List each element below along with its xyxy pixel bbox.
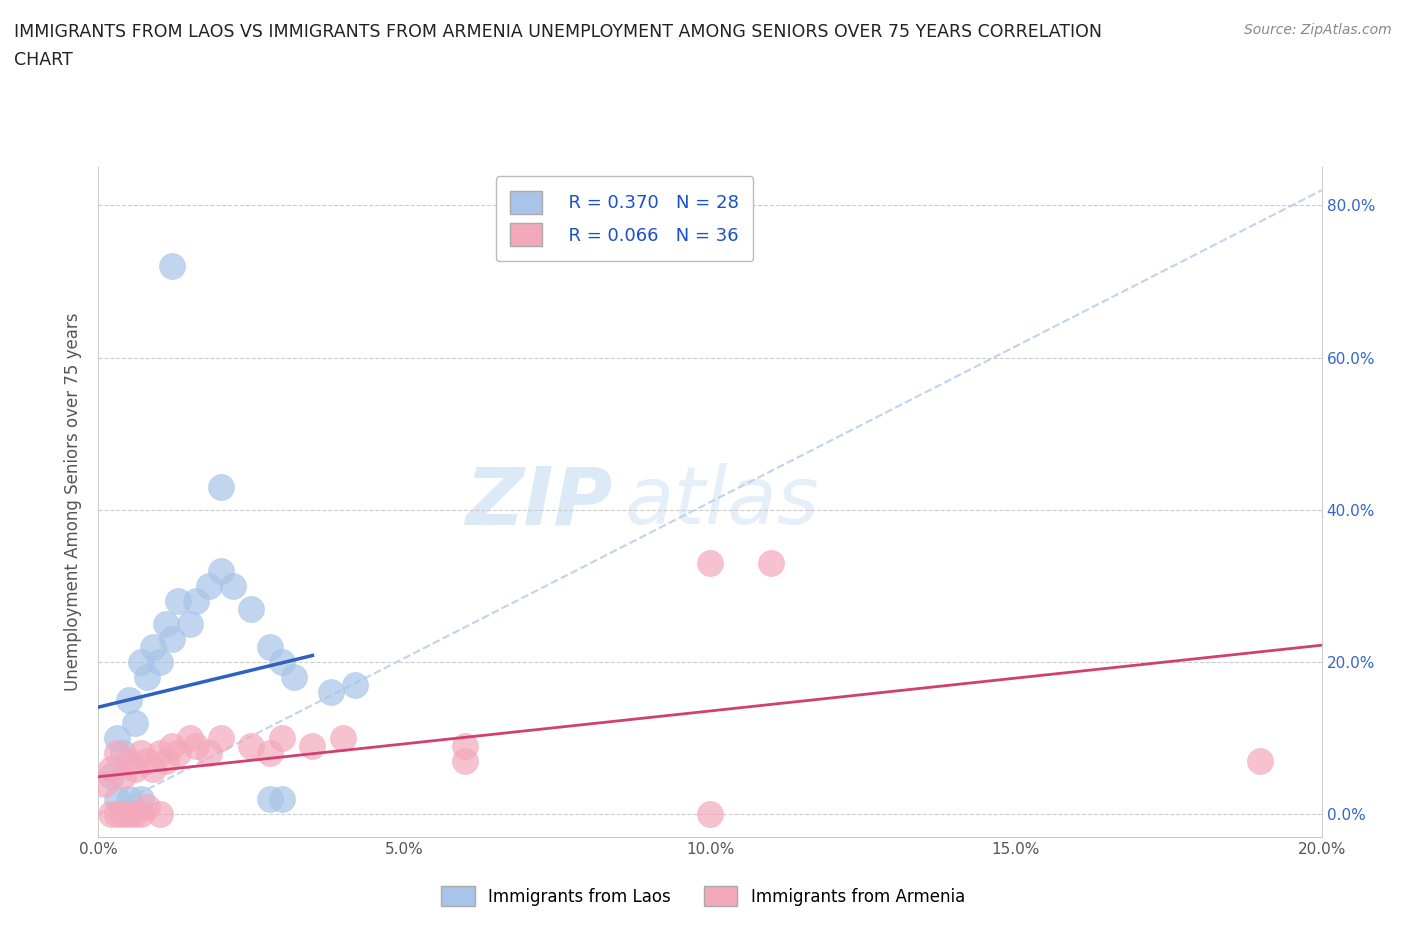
Point bbox=[149, 655, 172, 670]
Point bbox=[270, 731, 292, 746]
Point bbox=[454, 738, 477, 753]
Point bbox=[136, 799, 159, 814]
Point bbox=[136, 753, 159, 768]
Point bbox=[1249, 753, 1271, 768]
Point bbox=[100, 761, 122, 776]
Point bbox=[160, 631, 183, 646]
Point bbox=[136, 670, 159, 684]
Point bbox=[142, 639, 165, 654]
Point bbox=[155, 617, 177, 631]
Text: atlas: atlas bbox=[624, 463, 820, 541]
Text: IMMIGRANTS FROM LAOS VS IMMIGRANTS FROM ARMENIA UNEMPLOYMENT AMONG SENIORS OVER : IMMIGRANTS FROM LAOS VS IMMIGRANTS FROM … bbox=[14, 23, 1102, 41]
Text: CHART: CHART bbox=[14, 51, 73, 69]
Point bbox=[118, 791, 141, 806]
Point bbox=[186, 593, 208, 608]
Y-axis label: Unemployment Among Seniors over 75 years: Unemployment Among Seniors over 75 years bbox=[65, 313, 83, 691]
Point bbox=[222, 578, 245, 593]
Point bbox=[149, 806, 172, 821]
Point bbox=[129, 746, 152, 761]
Point bbox=[240, 602, 263, 617]
Point bbox=[301, 738, 323, 753]
Point bbox=[100, 769, 122, 784]
Point bbox=[142, 761, 165, 776]
Point bbox=[179, 617, 201, 631]
Point bbox=[129, 806, 152, 821]
Point bbox=[124, 715, 146, 730]
Point bbox=[118, 753, 141, 768]
Point bbox=[240, 738, 263, 753]
Point bbox=[105, 731, 128, 746]
Point bbox=[105, 746, 128, 761]
Point bbox=[270, 791, 292, 806]
Point bbox=[160, 259, 183, 273]
Point bbox=[118, 693, 141, 708]
Point bbox=[344, 677, 367, 692]
Legend: Immigrants from Laos, Immigrants from Armenia: Immigrants from Laos, Immigrants from Ar… bbox=[434, 880, 972, 912]
Point bbox=[197, 746, 219, 761]
Text: Source: ZipAtlas.com: Source: ZipAtlas.com bbox=[1244, 23, 1392, 37]
Point bbox=[319, 685, 342, 700]
Point bbox=[124, 806, 146, 821]
Point bbox=[93, 777, 115, 791]
Point bbox=[124, 761, 146, 776]
Point bbox=[179, 731, 201, 746]
Point bbox=[209, 480, 232, 495]
Point bbox=[259, 639, 281, 654]
Point bbox=[100, 806, 122, 821]
Point bbox=[186, 738, 208, 753]
Point bbox=[209, 731, 232, 746]
Point bbox=[160, 738, 183, 753]
Point bbox=[283, 670, 305, 684]
Point bbox=[270, 655, 292, 670]
Point bbox=[129, 791, 152, 806]
Point bbox=[118, 806, 141, 821]
Point bbox=[259, 791, 281, 806]
Point bbox=[167, 593, 190, 608]
Point bbox=[759, 555, 782, 570]
Text: ZIP: ZIP bbox=[465, 463, 612, 541]
Point bbox=[129, 655, 152, 670]
Point bbox=[111, 769, 134, 784]
Point bbox=[111, 806, 134, 821]
Legend:   R = 0.370   N = 28,   R = 0.066   N = 36: R = 0.370 N = 28, R = 0.066 N = 36 bbox=[495, 177, 754, 260]
Point bbox=[209, 564, 232, 578]
Point bbox=[332, 731, 354, 746]
Point bbox=[149, 746, 172, 761]
Point bbox=[454, 753, 477, 768]
Point bbox=[111, 746, 134, 761]
Point bbox=[259, 746, 281, 761]
Point bbox=[155, 753, 177, 768]
Point bbox=[105, 806, 128, 821]
Point bbox=[197, 578, 219, 593]
Point bbox=[105, 791, 128, 806]
Point bbox=[167, 746, 190, 761]
Point bbox=[699, 555, 721, 570]
Point bbox=[699, 806, 721, 821]
